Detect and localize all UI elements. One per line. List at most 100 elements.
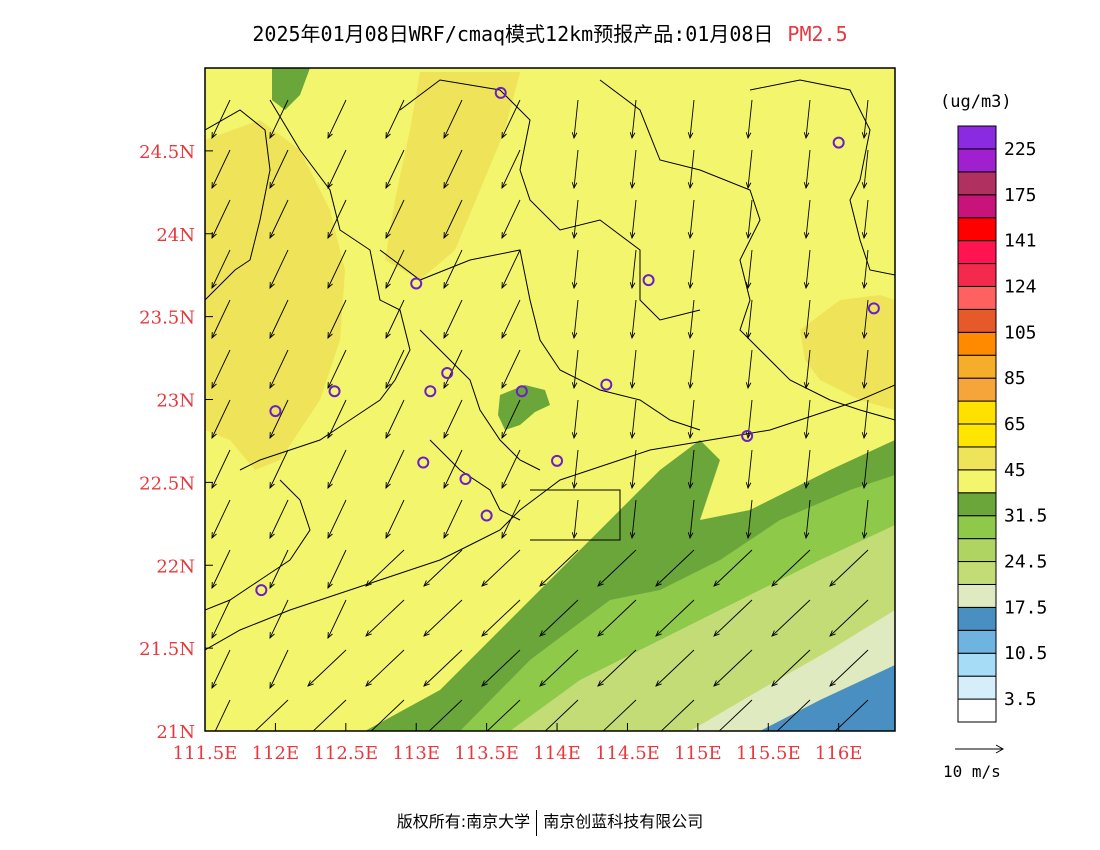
wind-arrow bbox=[834, 699, 869, 731]
wind-arrow bbox=[863, 199, 869, 239]
station-marker bbox=[642, 274, 655, 287]
wind-arrow-head bbox=[269, 431, 275, 440]
wind-arrow-head bbox=[423, 680, 430, 687]
y-tick-label: 23.5N bbox=[139, 308, 195, 329]
wind-arrow bbox=[573, 499, 579, 539]
wind-arrow-head bbox=[327, 231, 333, 240]
legend-swatch bbox=[957, 217, 997, 242]
wind-arrow bbox=[481, 649, 521, 687]
wind-arrow-head bbox=[443, 481, 449, 490]
wind-arrow-head bbox=[327, 181, 333, 190]
wind-arrow-head bbox=[629, 182, 636, 190]
x-tick-label: 113E bbox=[392, 743, 440, 764]
legend-label: 65 bbox=[1004, 414, 1026, 435]
wind-arrow-head bbox=[327, 381, 333, 390]
wind-arrow-head bbox=[571, 382, 578, 390]
wind-arrow bbox=[481, 549, 521, 587]
wind-arrow-head bbox=[803, 282, 810, 290]
legend-swatch bbox=[957, 698, 997, 723]
legend-swatch bbox=[957, 423, 997, 448]
boundary-line-1 bbox=[239, 99, 411, 471]
station-marker bbox=[424, 385, 437, 398]
wind-reference-label: 10 m/s bbox=[943, 762, 1001, 781]
wind-arrow bbox=[327, 549, 347, 589]
wind-arrow-head bbox=[211, 131, 217, 140]
wind-arrow bbox=[771, 549, 811, 587]
wind-arrow bbox=[805, 249, 811, 289]
wind-arrow-head bbox=[365, 630, 372, 637]
wind-arrow bbox=[254, 699, 289, 731]
wind-arrow bbox=[211, 599, 231, 639]
wind-arrow-head bbox=[829, 580, 836, 587]
legend-label: 31.5 bbox=[1004, 506, 1047, 527]
wind-arrow-head bbox=[327, 631, 333, 640]
wind-arrow bbox=[385, 249, 405, 289]
wind-arrow-head bbox=[385, 531, 391, 540]
wind-vectors bbox=[211, 99, 869, 731]
wind-arrow-head bbox=[687, 532, 694, 540]
wind-arrow bbox=[689, 99, 695, 139]
wind-arrow bbox=[481, 599, 521, 637]
legend-label: 3.5 bbox=[1004, 689, 1037, 710]
wind-arrow bbox=[443, 449, 463, 489]
station-marker bbox=[328, 385, 341, 398]
wind-arrow bbox=[655, 549, 695, 587]
wind-arrow-head bbox=[211, 531, 217, 540]
wind-arrow-head bbox=[269, 681, 275, 690]
pm25-band-blue bbox=[760, 665, 895, 731]
wind-arrow-head bbox=[269, 131, 275, 140]
legend-swatch bbox=[957, 606, 997, 631]
wind-arrow-head bbox=[687, 132, 694, 140]
footer-separator bbox=[536, 809, 538, 836]
wind-arrow bbox=[501, 499, 521, 539]
wind-arrow-head bbox=[687, 482, 694, 490]
station-marker bbox=[867, 302, 880, 315]
wind-arrow bbox=[443, 249, 463, 289]
wind-arrow bbox=[776, 699, 811, 731]
wind-arrow bbox=[443, 99, 463, 139]
y-tick-label: 24N bbox=[156, 225, 195, 246]
wind-arrow bbox=[385, 349, 405, 389]
wind-arrow bbox=[863, 149, 869, 189]
wind-arrow-head bbox=[269, 631, 275, 640]
wind-arrow bbox=[655, 649, 695, 687]
wind-arrow bbox=[747, 349, 753, 389]
wind-arrow bbox=[829, 649, 869, 687]
wind-arrow-head bbox=[385, 481, 391, 490]
wind-arrow-head bbox=[655, 630, 662, 637]
wind-arrow bbox=[486, 699, 521, 731]
wind-arrow-head bbox=[423, 580, 430, 587]
wind-arrow bbox=[211, 549, 231, 589]
wind-arrow bbox=[573, 99, 579, 139]
y-tick-label: 22N bbox=[156, 556, 195, 577]
wind-arrow-head bbox=[861, 532, 868, 540]
wind-arrow bbox=[539, 549, 579, 587]
wind-arrow-head bbox=[481, 630, 488, 637]
legend-swatch bbox=[957, 675, 997, 700]
station-marker bbox=[417, 456, 430, 469]
boundary-line-2 bbox=[399, 79, 701, 321]
wind-arrow-head bbox=[829, 630, 836, 637]
wind-arrow-head bbox=[269, 181, 275, 190]
station-marker bbox=[494, 86, 507, 99]
legend-label: 175 bbox=[1004, 185, 1037, 206]
x-tick-label: 112.5E bbox=[313, 743, 378, 764]
station-marker bbox=[551, 454, 564, 467]
wind-arrow bbox=[501, 349, 521, 389]
wind-arrow-head bbox=[745, 282, 752, 290]
wind-arrow bbox=[269, 199, 289, 239]
wind-arrow-head bbox=[861, 232, 868, 240]
wind-arrow bbox=[211, 249, 231, 289]
boundary-line-0 bbox=[205, 109, 271, 301]
wind-arrow-head bbox=[629, 382, 636, 390]
wind-arrow bbox=[385, 449, 405, 489]
wind-arrow-head bbox=[745, 432, 752, 440]
wind-arrow bbox=[327, 499, 347, 539]
wind-arrow-head bbox=[269, 281, 275, 290]
wind-arrow-head bbox=[861, 282, 868, 290]
wind-arrow-head bbox=[501, 131, 507, 140]
wind-arrow-head bbox=[501, 331, 507, 340]
wind-arrow bbox=[327, 149, 347, 189]
wind-arrow bbox=[501, 249, 521, 289]
wind-arrow bbox=[829, 549, 869, 587]
